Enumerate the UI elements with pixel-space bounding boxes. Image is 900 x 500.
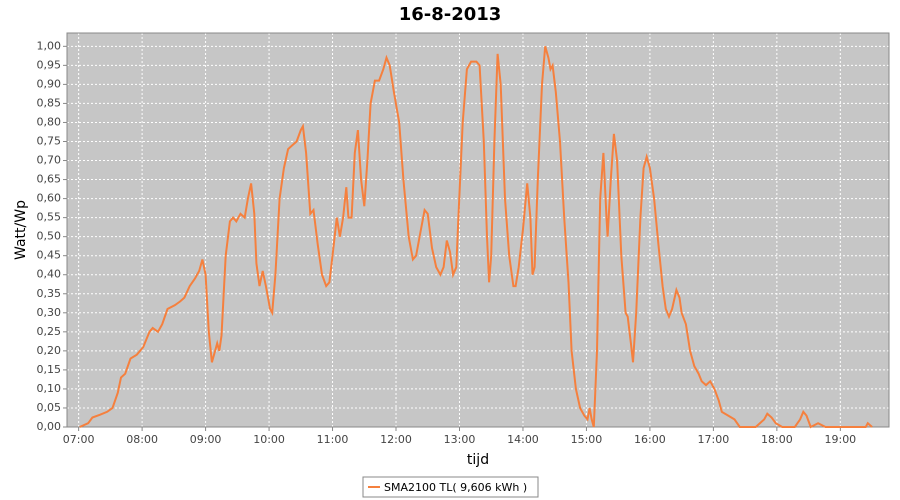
x-tick-label: 18:00 <box>761 433 793 446</box>
x-tick-label: 09:00 <box>190 433 222 446</box>
chart-title: 16-8-2013 <box>399 4 502 25</box>
x-axis-label: tijd <box>467 452 489 468</box>
y-tick-label: 0,70 <box>37 154 62 167</box>
x-tick-label: 15:00 <box>571 433 603 446</box>
x-tick-label: 16:00 <box>634 433 666 446</box>
x-tick-label: 07:00 <box>63 433 95 446</box>
y-tick-label: 0,50 <box>37 230 62 243</box>
plot-area <box>67 33 889 427</box>
legend-label: SMA2100 TL( 9,606 kWh ) <box>384 481 527 494</box>
y-tick-label: 0,05 <box>37 401 62 414</box>
y-tick-label: 0,85 <box>37 96 62 109</box>
y-tick-label: 1,00 <box>37 39 62 52</box>
x-tick-label: 14:00 <box>507 433 539 446</box>
y-tick-label: 0,90 <box>37 77 62 90</box>
legend-box <box>362 476 539 498</box>
plot-border <box>66 32 890 428</box>
y-tick-label: 0,40 <box>37 268 62 281</box>
y-tick-label: 0,25 <box>37 325 62 338</box>
y-tick-label: 0,10 <box>37 382 62 395</box>
y-tick-label: 0,35 <box>37 287 62 300</box>
data-line <box>79 46 873 429</box>
x-tick-label: 12:00 <box>380 433 412 446</box>
y-tick-label: 0,00 <box>37 420 62 433</box>
x-tick-label: 11:00 <box>317 433 349 446</box>
y-tick-label: 0,65 <box>37 173 62 186</box>
y-tick-label: 0,15 <box>37 363 62 376</box>
y-tick-label: 0,95 <box>37 58 62 71</box>
y-tick-label: 0,20 <box>37 344 62 357</box>
x-tick-label: 17:00 <box>698 433 730 446</box>
x-tick-label: 08:00 <box>126 433 158 446</box>
y-tick-label: 0,80 <box>37 115 62 128</box>
y-axis-label: Watt/Wp <box>13 200 29 260</box>
y-tick-label: 0,45 <box>37 249 62 262</box>
y-tick-label: 0,60 <box>37 192 62 205</box>
x-tick-label: 19:00 <box>824 433 856 446</box>
y-tick-label: 0,75 <box>37 134 62 147</box>
y-tick-label: 0,55 <box>37 211 62 224</box>
x-tick-label: 10:00 <box>253 433 285 446</box>
y-tick-label: 0,30 <box>37 306 62 319</box>
x-tick-label: 13:00 <box>444 433 476 446</box>
